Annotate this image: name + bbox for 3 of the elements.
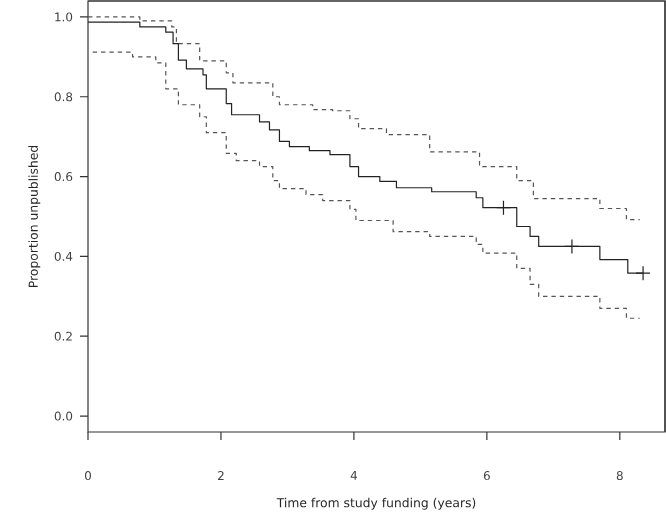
point [564,238,580,254]
point [495,200,512,216]
point [635,265,651,281]
